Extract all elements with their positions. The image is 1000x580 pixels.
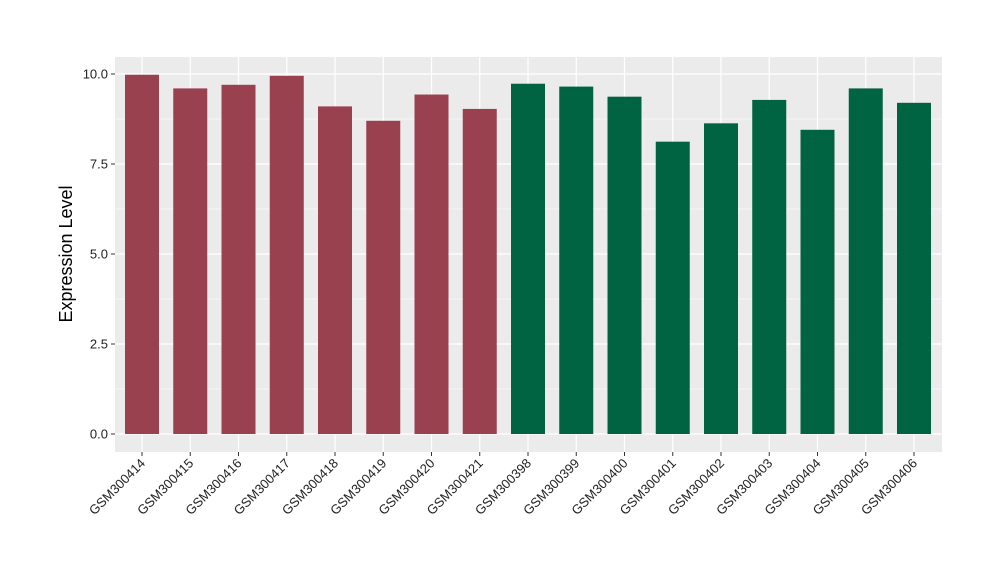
bar-GSM300418 [318,106,352,435]
y-axis: 0.0 2.5 5.0 7.5 10.0 [83,67,115,442]
bars [125,74,931,435]
bar-GSM300404 [800,129,835,435]
bar-GSM300419 [366,120,401,435]
y-tick-label: 7.5 [90,157,108,172]
bar-GSM300405 [848,88,883,435]
bar-GSM300421 [462,108,497,435]
y-axis-title: Expression Level [56,185,76,322]
bar-GSM300399 [559,86,594,434]
bar-GSM300400 [607,96,642,435]
y-tick-label: 0.0 [90,427,108,442]
bar-GSM300416 [221,84,256,435]
bar-GSM300420 [414,94,449,435]
y-tick-label: 2.5 [90,337,108,352]
x-axis: GSM300414GSM300415GSM300416GSM300417GSM3… [86,452,920,518]
bar-GSM300398 [511,83,545,434]
y-tick-label: 10.0 [83,67,108,82]
bar-GSM300402 [704,123,738,434]
bar-GSM300401 [655,141,690,434]
bar-GSM300403 [752,99,787,435]
bar-GSM300414 [125,74,159,434]
bar-GSM300415 [173,88,208,435]
bar-GSM300417 [269,75,304,435]
bar-GSM300406 [897,102,931,435]
y-tick-label: 5.0 [90,247,108,262]
